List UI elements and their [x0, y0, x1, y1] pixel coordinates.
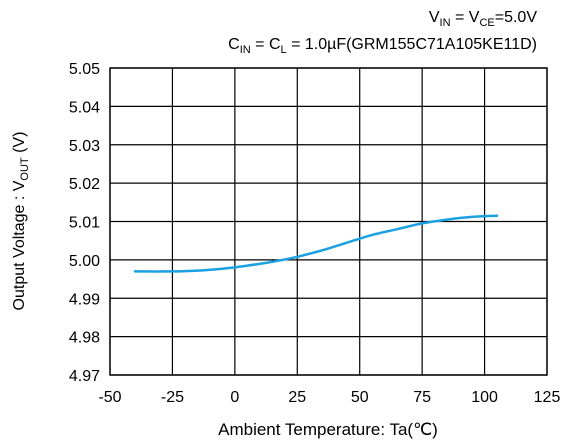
series-layer — [133, 214, 499, 273]
y-tick-label: 5.04 — [69, 99, 100, 116]
plot-frame — [109, 67, 548, 376]
x-tick-label: -25 — [161, 389, 184, 406]
x-tick-label: 125 — [534, 389, 561, 406]
y-tick-label: 4.97 — [69, 368, 100, 385]
y-tick-labels: 5.05 5.04 5.03 5.02 5.01 5.00 4.99 4.98 4.97 — [69, 61, 100, 385]
x-tick-label: 75 — [413, 389, 431, 406]
series-line — [133, 214, 499, 273]
y-tick-label: 5.05 — [69, 61, 100, 78]
x-tick-label: 50 — [351, 389, 369, 406]
y-axis-label: Output Voltage : VOUT (V) — [11, 132, 31, 311]
y-tick-label: 5.00 — [69, 253, 100, 270]
y-tick-label: 5.01 — [69, 215, 100, 232]
x-tick-label: 25 — [288, 389, 306, 406]
condition-line-1: VIN = VCE=5.0V — [429, 9, 537, 29]
x-tick-label: 0 — [230, 389, 239, 406]
y-tick-label: 4.98 — [69, 330, 100, 347]
condition-line-2: CIN = CL = 1.0µF(GRM155C71A105KE11D) — [228, 36, 537, 56]
x-tick-label: -50 — [98, 389, 121, 406]
grid — [109, 67, 548, 376]
y-tick-label: 5.03 — [69, 138, 100, 155]
y-tick-label: 5.02 — [69, 176, 100, 193]
y-tick-label: 4.99 — [69, 291, 100, 308]
x-axis-label: Ambient Temperature: Ta(℃) — [218, 420, 438, 439]
x-tick-label: 100 — [471, 389, 498, 406]
x-tick-labels: -50 -25 0 25 50 75 100 125 — [98, 389, 560, 406]
